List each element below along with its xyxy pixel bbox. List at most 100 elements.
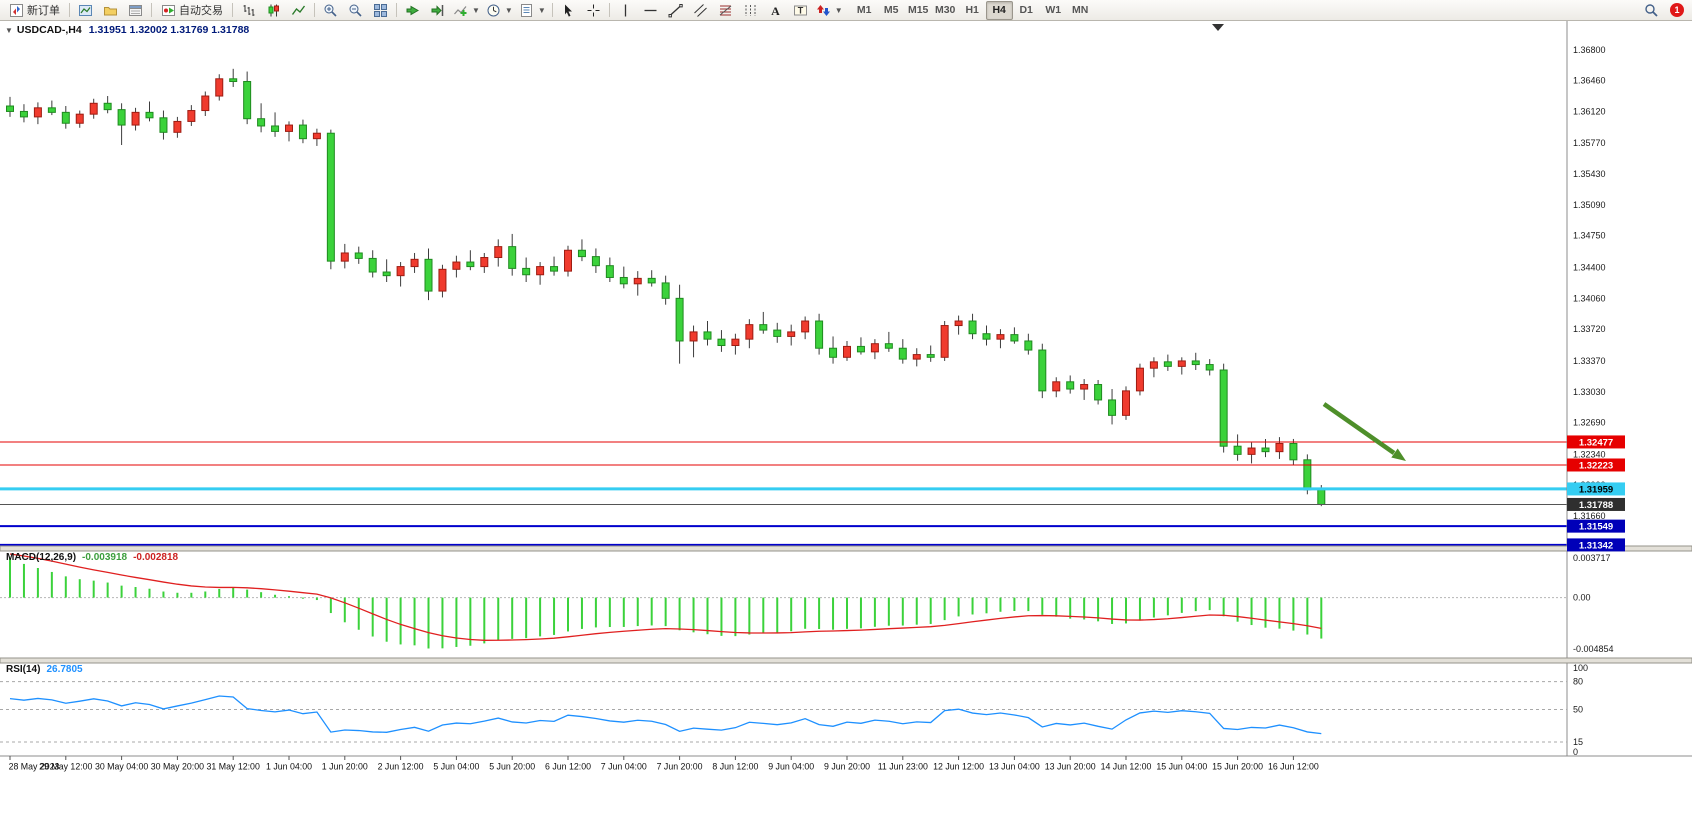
timeframe-button-h4[interactable]: H4 bbox=[985, 0, 1013, 20]
candle-body bbox=[1122, 390, 1130, 416]
fibonacci-button[interactable] bbox=[713, 1, 738, 20]
one-click-trading-toggle[interactable]: ▼ bbox=[5, 26, 13, 35]
crosshair-button[interactable] bbox=[581, 1, 606, 20]
main-chart-area[interactable] bbox=[0, 21, 1567, 546]
rsi-panel[interactable]: 100 80 50 150 bbox=[0, 663, 1588, 757]
chevron-down-icon: ▼ bbox=[504, 5, 513, 15]
svg-text:1.31788: 1.31788 bbox=[1579, 500, 1613, 511]
candle-body bbox=[717, 338, 726, 347]
timeframe-button-m30[interactable]: M30 bbox=[934, 4, 956, 16]
price-axis[interactable]: 1.36800 1.36460 1.36120 1.35770 1.35430 1.350… bbox=[1573, 45, 1606, 521]
rsi-line bbox=[9, 695, 1322, 735]
svg-text:16 Jun 12:00: 16 Jun 12:00 bbox=[1268, 762, 1319, 772]
candle-body bbox=[424, 258, 433, 292]
svg-text:-0.004854: -0.004854 bbox=[1573, 644, 1614, 654]
arrows-button[interactable]: ▼ bbox=[813, 1, 846, 20]
candle-body bbox=[173, 120, 182, 133]
candle-body bbox=[577, 249, 586, 258]
profiles-icon bbox=[104, 6, 117, 15]
horizontal-line-button[interactable] bbox=[638, 1, 663, 20]
candle-body bbox=[1024, 340, 1033, 351]
channel-button[interactable] bbox=[688, 1, 713, 20]
timeframe-button-m1[interactable]: M1 bbox=[856, 4, 872, 16]
candle-body bbox=[396, 266, 405, 277]
timeframe-button-d1[interactable]: D1 bbox=[1019, 4, 1033, 16]
horizontal-lines[interactable] bbox=[0, 441, 1567, 546]
candlestick-chart-button[interactable] bbox=[261, 1, 286, 20]
text-icon: A bbox=[771, 4, 780, 18]
vertical-line-button[interactable] bbox=[613, 1, 638, 20]
terminal-icon bbox=[129, 4, 142, 16]
zoom-in-button[interactable] bbox=[318, 1, 343, 20]
bar-chart-button[interactable] bbox=[236, 1, 261, 20]
cursor-button[interactable] bbox=[556, 1, 581, 20]
svg-text:80: 80 bbox=[1573, 677, 1583, 687]
candle-body bbox=[61, 111, 70, 124]
toolbar-separator bbox=[232, 3, 233, 17]
profiles-button[interactable] bbox=[98, 1, 123, 20]
text-button[interactable]: A bbox=[763, 1, 788, 20]
trend-arrow-annotation[interactable] bbox=[1322, 402, 1406, 461]
toolbar-separator bbox=[314, 3, 315, 17]
templates-icon bbox=[520, 3, 532, 17]
candle-body bbox=[815, 320, 824, 349]
svg-text:1.32477: 1.32477 bbox=[1579, 437, 1613, 448]
candle-body bbox=[382, 271, 391, 277]
tile-windows-button[interactable] bbox=[368, 1, 393, 20]
svg-text:1.35090: 1.35090 bbox=[1573, 200, 1606, 210]
chart-shift-marker[interactable] bbox=[1212, 24, 1224, 31]
candle-body bbox=[787, 331, 796, 337]
timeframe-button-m5[interactable]: M5 bbox=[883, 4, 899, 16]
chart-shift-button[interactable] bbox=[425, 1, 450, 20]
svg-text:1.34060: 1.34060 bbox=[1573, 293, 1606, 303]
candle-body bbox=[829, 347, 838, 358]
trendline-button[interactable] bbox=[663, 1, 688, 20]
candle-body bbox=[298, 124, 307, 140]
search-button[interactable] bbox=[1639, 1, 1664, 20]
candle-body bbox=[898, 347, 907, 360]
candle-body bbox=[843, 345, 851, 358]
chart-canvas[interactable]: 1.36800 1.36460 1.36120 1.35770 1.35430 1.350… bbox=[0, 21, 1692, 840]
charts-window-button[interactable] bbox=[73, 1, 98, 20]
terminal-button[interactable] bbox=[123, 1, 148, 20]
svg-text:12 Jun 12:00: 12 Jun 12:00 bbox=[933, 762, 984, 772]
candle-body bbox=[89, 102, 98, 115]
candle-body bbox=[257, 118, 266, 127]
candle-body bbox=[1094, 384, 1103, 401]
notification-badge[interactable]: 1 bbox=[1670, 3, 1684, 17]
svg-text:28 May 2023: 28 May 2023 bbox=[9, 762, 60, 772]
auto-scroll-button[interactable] bbox=[400, 1, 425, 20]
timeframe-button-w1[interactable]: W1 bbox=[1045, 4, 1062, 16]
new-order-button[interactable]: 新订单 bbox=[3, 1, 66, 20]
cycle-lines-button[interactable] bbox=[738, 1, 763, 20]
candle-body bbox=[229, 78, 238, 83]
candle-body bbox=[912, 354, 921, 360]
label-button[interactable]: T bbox=[788, 1, 813, 20]
line-chart-button[interactable] bbox=[286, 1, 311, 20]
svg-text:0.003717: 0.003717 bbox=[1573, 553, 1611, 563]
zoom-out-button[interactable] bbox=[343, 1, 368, 20]
timeframe-button-mn[interactable]: MN bbox=[1072, 4, 1089, 16]
svg-text:8 Jun 12:00: 8 Jun 12:00 bbox=[712, 762, 758, 772]
svg-text:1.36460: 1.36460 bbox=[1573, 76, 1606, 86]
candle-body bbox=[731, 338, 740, 347]
panel-separator[interactable] bbox=[0, 545, 1692, 552]
periods-button[interactable]: ▼ bbox=[483, 1, 516, 20]
svg-text:0.00: 0.00 bbox=[1573, 593, 1591, 603]
svg-text:100: 100 bbox=[1573, 663, 1588, 673]
svg-text:29 May 12:00: 29 May 12:00 bbox=[39, 762, 92, 772]
candle-body bbox=[508, 246, 517, 269]
autotrading-button[interactable]: 自动交易 bbox=[155, 1, 229, 20]
indicators-button[interactable]: ▼ bbox=[450, 1, 483, 20]
candle-body bbox=[856, 345, 865, 353]
timeframe-button-m15[interactable]: M15 bbox=[907, 4, 929, 16]
svg-text:1.33720: 1.33720 bbox=[1573, 324, 1606, 334]
candle-body bbox=[1135, 367, 1144, 392]
panel-separator[interactable] bbox=[0, 657, 1692, 664]
timeframe-button-h1[interactable]: H1 bbox=[965, 4, 979, 16]
templates-button[interactable]: ▼ bbox=[516, 1, 549, 20]
macd-panel[interactable]: 0.003717 0.00 -0.004854 bbox=[0, 553, 1614, 654]
candle-body bbox=[312, 132, 321, 140]
